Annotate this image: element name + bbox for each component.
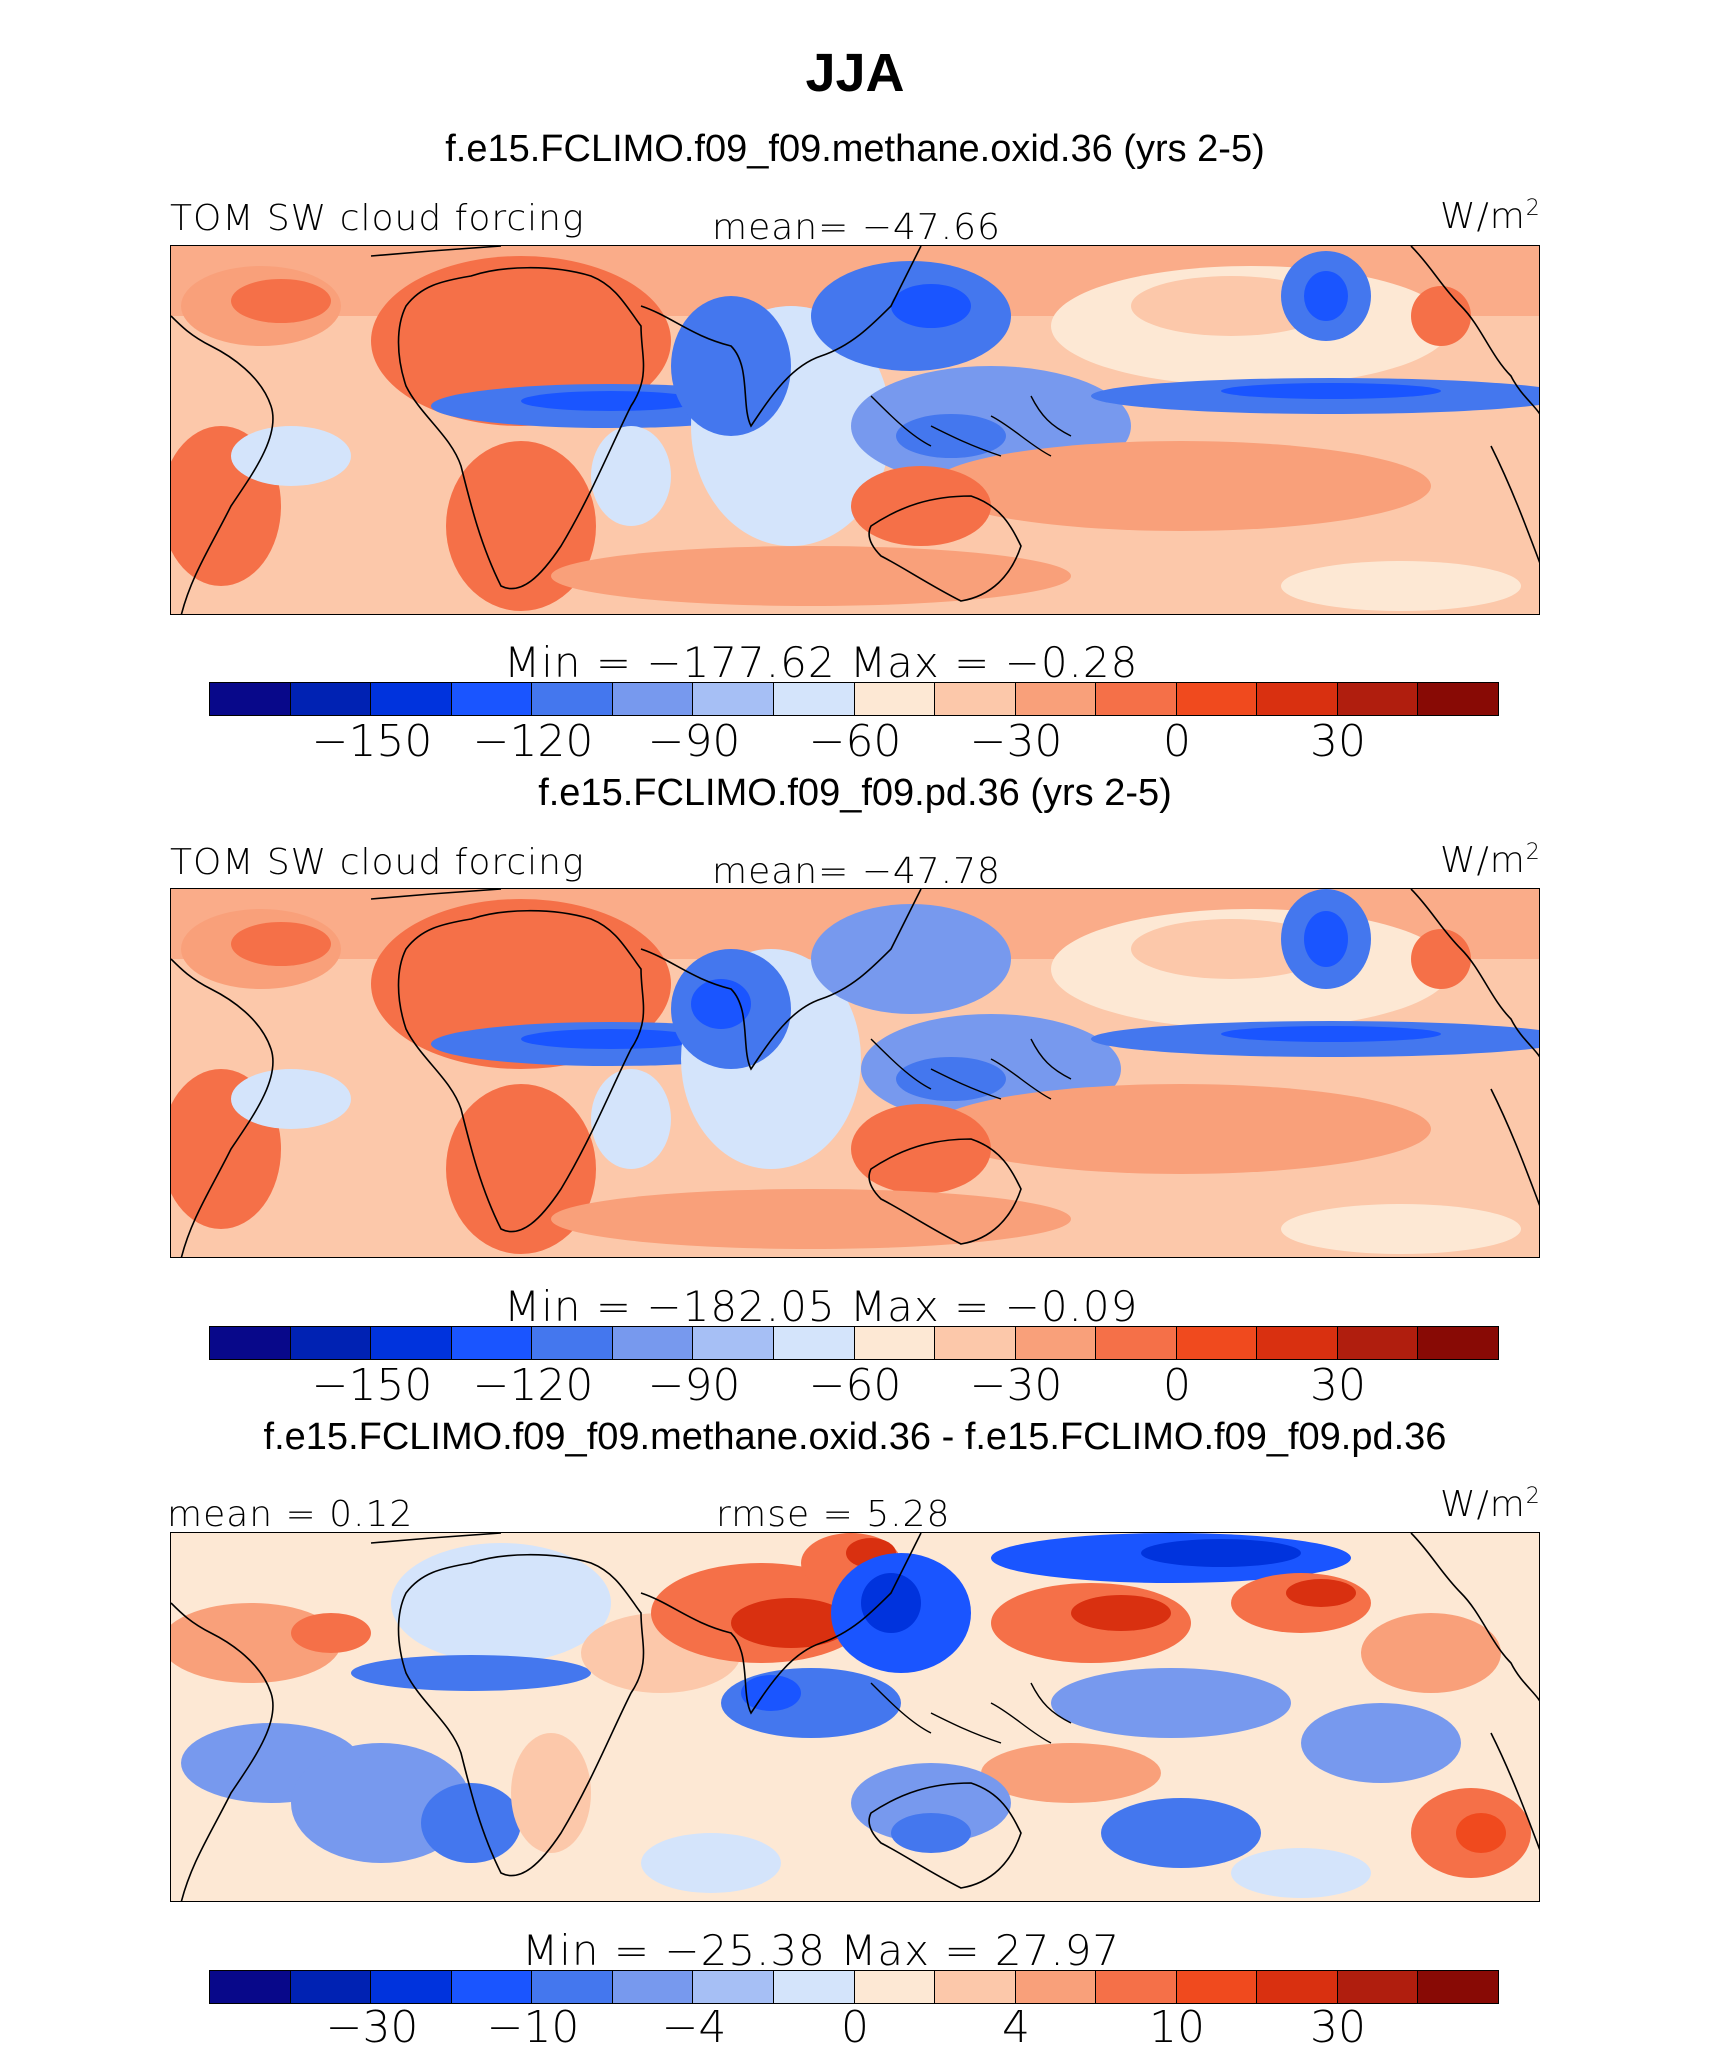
main-title: JJA xyxy=(805,43,905,103)
panel1-tick: −30 xyxy=(969,716,1063,767)
colorbar-swatch xyxy=(935,1327,1016,1359)
colorbar-swatch xyxy=(290,683,372,715)
panel3-tick: 10 xyxy=(1149,2002,1205,2053)
colorbar-swatch xyxy=(371,683,452,715)
panel1-colorbar xyxy=(209,682,1499,716)
colorbar-swatch xyxy=(1418,683,1498,715)
panel2-minmax: Min = −182.05 Max = −0.09 xyxy=(504,1282,1139,1331)
colorbar-swatch xyxy=(371,1327,452,1359)
panel1-tick: −120 xyxy=(472,716,594,767)
colorbar-swatch xyxy=(210,1971,291,2003)
panel1-case-title: f.e15.FCLIMO.f09_f09.methane.oxid.36 (yr… xyxy=(445,128,1265,170)
panel2-case-title: f.e15.FCLIMO.f09_f09.pd.36 (yrs 2-5) xyxy=(538,772,1172,814)
panel3-mean-label: mean = 0.12 xyxy=(167,1494,414,1535)
panel1-tick: 0 xyxy=(1163,716,1191,767)
colorbar-swatch xyxy=(1257,683,1338,715)
colorbar-swatch xyxy=(1176,1327,1258,1359)
panel2-tick: −90 xyxy=(647,1360,741,1411)
colorbar-swatch xyxy=(210,1327,291,1359)
colorbar-swatch xyxy=(1257,1971,1338,2003)
panel1-mean-label: mean= −47.66 xyxy=(712,207,1001,248)
colorbar-swatch xyxy=(290,1971,372,2003)
panel2-variable-label: TOM SW cloud forcing xyxy=(170,842,585,883)
panel1-tick: −150 xyxy=(311,716,433,767)
panel2-colorbar xyxy=(209,1326,1499,1360)
panel2-units: W/m2 xyxy=(1440,840,1541,881)
colorbar-swatch xyxy=(854,1971,936,2003)
colorbar-swatch xyxy=(1257,1327,1338,1359)
colorbar-swatch xyxy=(1096,683,1177,715)
colorbar-swatch xyxy=(1096,1327,1177,1359)
panel3-tick: 0 xyxy=(841,2002,869,2053)
colorbar-swatch xyxy=(1337,683,1419,715)
colorbar-swatch xyxy=(1176,683,1258,715)
panel3-rmse-label: rmse = 5.28 xyxy=(716,1494,951,1535)
colorbar-swatch xyxy=(1176,1971,1258,2003)
panel3-tick: −30 xyxy=(325,2002,419,2053)
panel2-tick: −150 xyxy=(311,1360,433,1411)
colorbar-swatch xyxy=(532,1327,613,1359)
colorbar-swatch xyxy=(1418,1971,1498,2003)
panel2-mean-label: mean= −47.78 xyxy=(712,851,1001,892)
colorbar-swatch xyxy=(773,683,855,715)
panel3-tick: 4 xyxy=(1002,2002,1030,2053)
panel3-case-title: f.e15.FCLIMO.f09_f09.methane.oxid.36 - f… xyxy=(263,1416,1447,1458)
panel2-tick: −60 xyxy=(808,1360,902,1411)
colorbar-swatch xyxy=(693,1327,774,1359)
colorbar-swatch xyxy=(854,683,936,715)
colorbar-swatch xyxy=(773,1971,855,2003)
colorbar-swatch xyxy=(532,683,613,715)
colorbar-swatch xyxy=(693,1971,774,2003)
colorbar-swatch xyxy=(1015,1327,1097,1359)
panel1-map xyxy=(170,245,1540,615)
colorbar-swatch xyxy=(935,1971,1016,2003)
panel3-colorbar xyxy=(209,1970,1499,2004)
colorbar-swatch xyxy=(1418,1327,1498,1359)
colorbar-swatch xyxy=(1337,1971,1419,2003)
colorbar-swatch xyxy=(532,1971,613,2003)
panel2-tick: 30 xyxy=(1310,1360,1366,1411)
panel3-map xyxy=(170,1532,1540,1902)
colorbar-swatch xyxy=(612,1327,694,1359)
panel1-units: W/m2 xyxy=(1440,196,1541,237)
colorbar-swatch xyxy=(935,683,1016,715)
panel1-tick: −60 xyxy=(808,716,902,767)
panel1-tick: 30 xyxy=(1310,716,1366,767)
colorbar-swatch xyxy=(1015,683,1097,715)
colorbar-swatch xyxy=(290,1327,372,1359)
panel3-units: W/m2 xyxy=(1440,1484,1541,1525)
colorbar-swatch xyxy=(1096,1971,1177,2003)
panel2-map-field xyxy=(171,889,1539,1257)
colorbar-swatch xyxy=(451,1327,533,1359)
panel2-tick: −120 xyxy=(472,1360,594,1411)
colorbar-swatch xyxy=(693,683,774,715)
panel3-tick: −4 xyxy=(661,2002,727,2053)
panel3-tick: 30 xyxy=(1310,2002,1366,2053)
colorbar-swatch xyxy=(371,1971,452,2003)
panel1-variable-label: TOM SW cloud forcing xyxy=(170,198,585,239)
panel3-tick: −10 xyxy=(486,2002,580,2053)
colorbar-swatch xyxy=(451,1971,533,2003)
panel3-minmax: Min = −25.38 Max = 27.97 xyxy=(522,1926,1121,1975)
colorbar-swatch xyxy=(612,1971,694,2003)
colorbar-swatch xyxy=(612,683,694,715)
panel3-map-field xyxy=(171,1533,1539,1901)
colorbar-swatch xyxy=(1015,1971,1097,2003)
panel2-tick: 0 xyxy=(1163,1360,1191,1411)
colorbar-swatch xyxy=(1337,1327,1419,1359)
colorbar-swatch xyxy=(210,683,291,715)
colorbar-swatch xyxy=(854,1327,936,1359)
colorbar-swatch xyxy=(451,683,533,715)
colorbar-swatch xyxy=(773,1327,855,1359)
panel1-minmax: Min = −177.62 Max = −0.28 xyxy=(504,638,1139,687)
panel2-map xyxy=(170,888,1540,1258)
panel1-tick: −90 xyxy=(647,716,741,767)
panel2-tick: −30 xyxy=(969,1360,1063,1411)
panel1-map-field xyxy=(171,246,1539,614)
